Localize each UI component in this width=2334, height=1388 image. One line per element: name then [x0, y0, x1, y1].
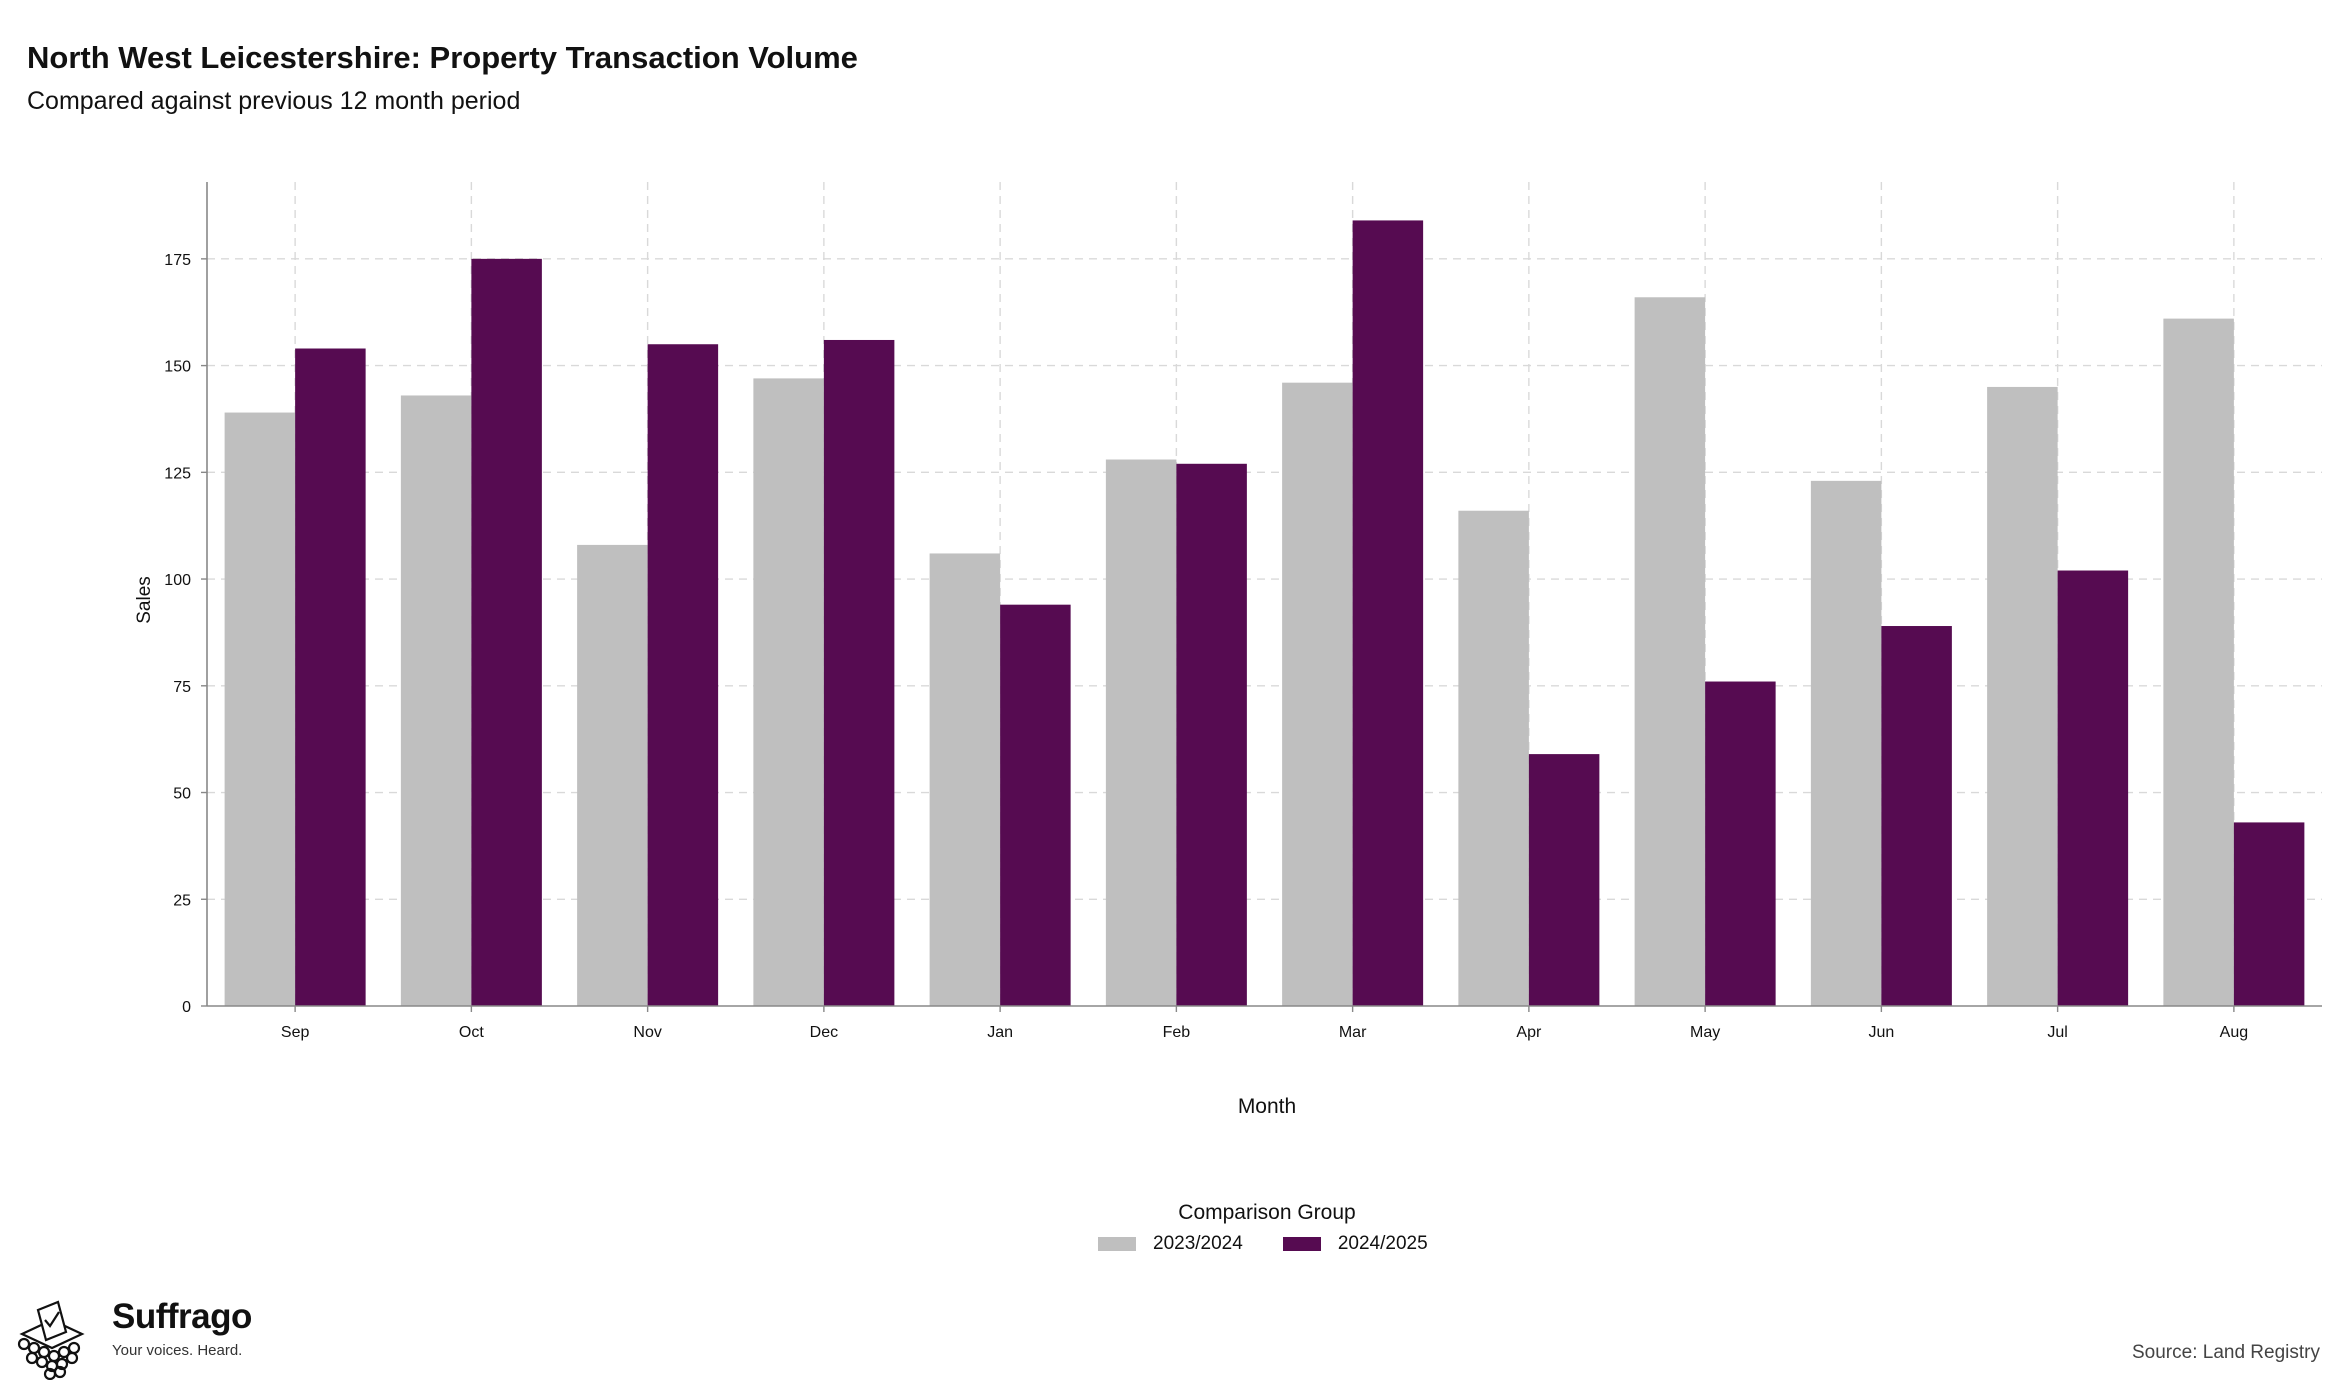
- axes: [201, 182, 2322, 1012]
- x-tick-label: Dec: [810, 1024, 838, 1041]
- x-axis-label: Month: [1238, 1095, 1296, 1118]
- bar-2024-2025-nov: [647, 344, 719, 1006]
- bar-2024-2025-jun: [1881, 626, 1952, 1006]
- bar-2023-2024-apr: [1458, 510, 1529, 1006]
- bar-2023-2024-aug: [2163, 318, 2234, 1006]
- y-tick-label: 125: [164, 465, 191, 482]
- bar-2024-2025-aug: [2233, 822, 2305, 1006]
- legend-item-2023-2024: 2023/2024: [1098, 1233, 1243, 1255]
- legend-label: 2024/2025: [1337, 1233, 1428, 1254]
- bar-2023-2024-may: [1634, 297, 1706, 1006]
- x-tick-label: Jul: [2047, 1024, 2067, 1041]
- x-tick-labels: Sep Oct Nov Dec Jan Feb Mar Apr May Jun Jul Aug: [281, 1024, 2248, 1041]
- bar-2024-2025-may: [1705, 681, 1776, 1006]
- y-tick-label: 0: [182, 999, 191, 1016]
- bar-2024-2025-apr: [1528, 754, 1600, 1006]
- y-tick-labels: 0 25 50 75 100 125 150 175: [164, 252, 191, 1016]
- legend: 2023/2024 2024/2025: [1098, 1233, 1468, 1255]
- bar-2024-2025-jul: [2057, 570, 2129, 1006]
- chart-subtitle: Compared against previous 12 month perio…: [27, 87, 521, 115]
- y-tick-label: 175: [164, 252, 191, 269]
- legend-swatch: [1282, 1237, 1321, 1251]
- brand-logo: Suffrago Your voices. Heard.: [14, 1298, 252, 1380]
- bar-2024-2025-sep: [295, 348, 366, 1006]
- x-tick-label: Mar: [1339, 1024, 1367, 1041]
- brand-tagline: Your voices. Heard.: [112, 1342, 243, 1359]
- chart-title: North West Leicestershire: Property Tran…: [27, 40, 858, 75]
- x-tick-label: Aug: [2220, 1024, 2248, 1041]
- y-tick-label: 25: [173, 892, 191, 909]
- x-tick-label: Jun: [1868, 1024, 1894, 1041]
- bar-2024-2025-oct: [471, 258, 542, 1006]
- bar-2024-2025-dec: [823, 339, 895, 1007]
- x-tick-label: Apr: [1516, 1024, 1542, 1041]
- bar-2023-2024-jan: [929, 553, 1001, 1006]
- legend-item-2024-2025: 2024/2025: [1282, 1233, 1428, 1255]
- y-axis-label: Sales: [134, 576, 155, 624]
- x-tick-label: Sep: [281, 1024, 310, 1041]
- ballot-box-icon: [17, 1300, 85, 1380]
- source-note: Source: Land Registry: [2132, 1342, 2320, 1363]
- bar-2023-2024-mar: [1282, 382, 1353, 1006]
- y-tick-label: 150: [164, 359, 191, 376]
- x-tick-label: Nov: [633, 1024, 661, 1041]
- x-tick-label: May: [1690, 1024, 1720, 1041]
- x-tick-label: Jan: [987, 1024, 1013, 1041]
- y-tick-label: 50: [173, 786, 191, 803]
- y-tick-label: 100: [164, 572, 191, 589]
- bar-2023-2024-feb: [1105, 459, 1177, 1006]
- legend-swatch: [1098, 1237, 1136, 1251]
- bar-chart: 0 25 50 75 100 125 150 175 Sep Oct Nov Dec Jan Feb Ma…: [134, 182, 2322, 1118]
- legend-title: Comparison Group: [1178, 1201, 1356, 1224]
- bar-2023-2024-jun: [1810, 480, 1882, 1006]
- x-tick-label: Feb: [1163, 1024, 1191, 1041]
- bar-2024-2025-feb: [1176, 463, 1247, 1007]
- bar-2023-2024-dec: [753, 378, 824, 1006]
- bar-2023-2024-oct: [400, 395, 472, 1006]
- bar-2024-2025-jan: [1000, 604, 1071, 1006]
- legend-label: 2023/2024: [1153, 1233, 1243, 1254]
- bars: [224, 220, 2305, 1007]
- x-tick-label: Oct: [459, 1024, 484, 1041]
- brand-name: Suffrago: [112, 1297, 252, 1336]
- bar-2023-2024-sep: [224, 412, 296, 1007]
- bar-2023-2024-nov: [577, 544, 648, 1006]
- bar-2024-2025-mar: [1352, 220, 1424, 1006]
- y-tick-label: 75: [173, 679, 191, 696]
- bar-2023-2024-jul: [1987, 386, 2058, 1007]
